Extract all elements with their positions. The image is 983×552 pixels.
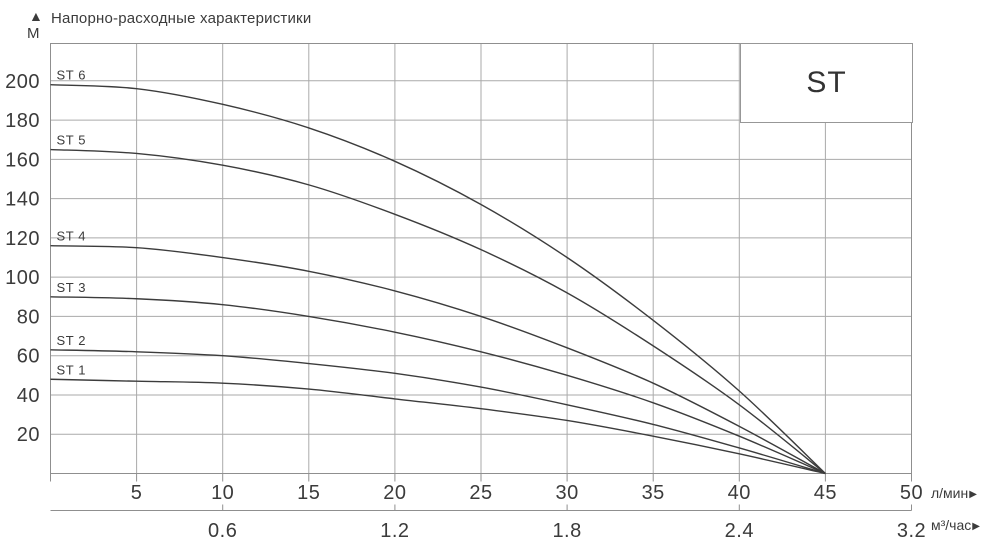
- curve-st-1: [50, 378, 826, 475]
- x-axis-unit-label: л/мин▶: [931, 485, 977, 501]
- curve-st-2: [50, 349, 826, 475]
- series-family-box: ST: [740, 43, 913, 123]
- x2-axis-unit-label: м³/час▶: [931, 517, 980, 533]
- x2-tick-label: 2.4: [725, 520, 754, 542]
- curve-label: ST 5: [57, 133, 87, 148]
- curve-st-4: [50, 245, 826, 475]
- curve-label: ST 2: [57, 333, 87, 348]
- x-tick-label: 25: [469, 482, 492, 504]
- y-tick-label: 20: [17, 424, 40, 446]
- y-tick-label: 160: [5, 149, 40, 171]
- curve-label: ST 1: [57, 362, 87, 377]
- y-tick-label: 140: [5, 189, 40, 211]
- x-tick-label: 30: [555, 482, 578, 504]
- y-axis-unit-label: М: [27, 25, 40, 42]
- x-axis-unit-text: л/мин: [931, 485, 969, 501]
- x-tick-label: 15: [297, 482, 320, 504]
- y-tick-label: 100: [5, 267, 40, 289]
- x2-tick-label: 3.2: [897, 520, 926, 542]
- x-tick-label: 5: [131, 482, 143, 504]
- x-tick-label: 10: [211, 482, 234, 504]
- curve-label: ST 4: [57, 229, 87, 244]
- y-tick-label: 180: [5, 110, 40, 132]
- x2-tick-label: 0.6: [208, 520, 237, 542]
- y-tick-label: 120: [5, 228, 40, 250]
- curve-label: ST 6: [57, 68, 87, 83]
- y-tick-label: 200: [5, 71, 40, 93]
- chart-title: Напорно-расходные характеристики: [51, 10, 312, 27]
- x-tick-label: 35: [642, 482, 665, 504]
- y-tick-label: 80: [17, 306, 40, 328]
- x2-tick-label: 1.8: [552, 520, 581, 542]
- x2-tick-label: 1.2: [380, 520, 409, 542]
- x-tick-label: 50: [900, 482, 923, 504]
- x-axis-arrow-icon: ▶: [969, 489, 977, 500]
- curve-st-3: [50, 296, 826, 475]
- x-tick-label: 40: [728, 482, 751, 504]
- curve-st-6: [50, 84, 826, 475]
- x-tick-label: 45: [814, 482, 837, 504]
- x2-axis-unit-text: м³/час: [931, 517, 972, 533]
- series-family-label: ST: [806, 66, 847, 99]
- x-tick-label: 20: [383, 482, 406, 504]
- y-axis-arrow-icon: ▲: [29, 8, 43, 24]
- curve-st-5: [50, 148, 826, 475]
- y-tick-label: 40: [17, 385, 40, 407]
- y-tick-label: 60: [17, 346, 40, 368]
- x2-axis-arrow-icon: ▶: [972, 521, 980, 532]
- curve-label: ST 3: [57, 280, 87, 295]
